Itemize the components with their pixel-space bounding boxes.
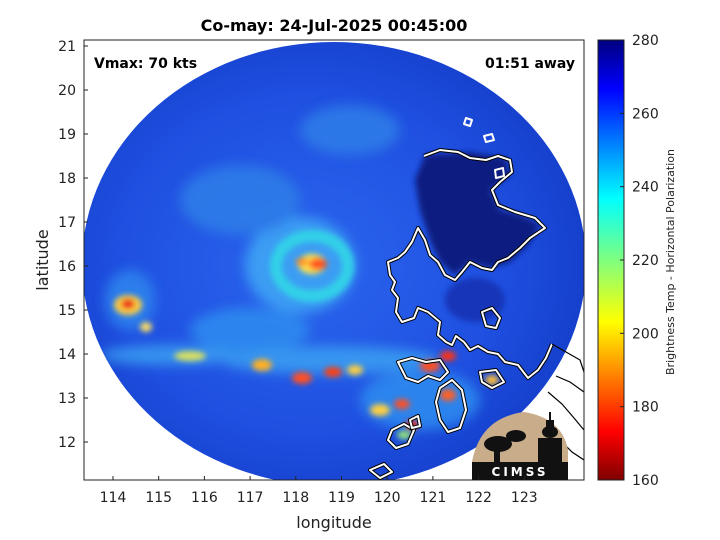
y-tick-label: 15 <box>58 303 76 319</box>
colorbar-tick: 220 <box>632 253 659 269</box>
x-tick-label: 116 <box>191 490 218 506</box>
x-axis: 114 115 116 117 118 119 120 121 122 123 … <box>100 476 538 532</box>
map-plot-area <box>83 39 585 481</box>
y-tick-label: 16 <box>58 259 76 275</box>
x-tick-label: 114 <box>100 490 127 506</box>
y-tick-label: 18 <box>58 171 76 187</box>
chart-title: Co-may: 24-Jul-2025 00:45:00 <box>201 16 468 35</box>
colorbar-tick: 200 <box>632 326 659 342</box>
colorbar-tick: 280 <box>632 33 659 49</box>
x-tick-label: 118 <box>282 490 309 506</box>
plot-frame <box>83 39 585 481</box>
colorbar-tick: 160 <box>632 473 659 489</box>
x-tick-label: 119 <box>328 490 355 506</box>
colorbar-gradient <box>597 39 625 481</box>
y-tick-label: 14 <box>58 347 76 363</box>
cimss-logo: CIMSS <box>472 412 568 480</box>
y-tick-label: 19 <box>58 127 76 143</box>
coastlines <box>368 117 554 480</box>
x-axis-label: longitude <box>296 513 371 532</box>
x-tick-label: 115 <box>145 490 172 506</box>
y-tick-label: 12 <box>58 435 76 451</box>
logo-text: CIMSS <box>492 465 549 479</box>
y-tick-label: 13 <box>58 391 76 407</box>
y-tick-label: 20 <box>58 83 76 99</box>
coastlines-outside <box>547 343 584 461</box>
colorbar-tick: 180 <box>632 400 659 416</box>
vmax-label: Vmax: 70 kts <box>94 56 197 72</box>
x-tick-label: 122 <box>465 490 492 506</box>
y-tick-label: 21 <box>58 39 76 55</box>
colorbar: 280 260 240 220 200 180 160 Brightness T… <box>597 33 677 489</box>
x-tick-label: 117 <box>237 490 264 506</box>
colorbar-tick: 260 <box>632 106 659 122</box>
colorbar-tick: 240 <box>632 180 659 196</box>
x-tick-label: 120 <box>374 490 401 506</box>
time-offset-label: 01:51 away <box>485 56 575 72</box>
y-axis: 21 20 19 18 17 16 15 14 13 12 latitude <box>33 39 88 451</box>
x-tick-label: 123 <box>511 490 538 506</box>
colorbar-label: Brightness Temp - Horizontal Polarizatio… <box>664 149 677 375</box>
y-tick-label: 17 <box>58 215 76 231</box>
x-tick-label: 121 <box>420 490 447 506</box>
y-axis-label: latitude <box>33 229 52 290</box>
